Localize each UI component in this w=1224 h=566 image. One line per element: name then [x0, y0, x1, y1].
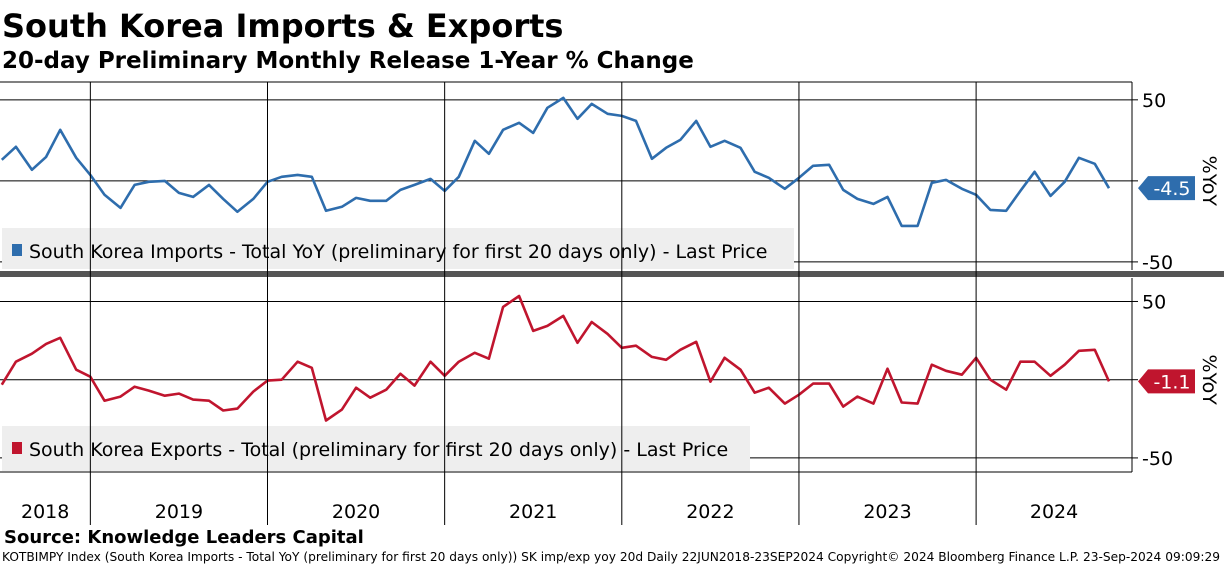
legend-box [2, 426, 750, 471]
last-value-tag [1138, 176, 1195, 201]
x-tick-label: 2020 [332, 501, 380, 523]
x-tick-label: 2018 [21, 501, 69, 523]
x-tick-label: 2024 [1030, 501, 1078, 523]
last-value-label: -1.1 [1153, 371, 1190, 393]
source: Source: Knowledge Leaders Capital [4, 527, 364, 548]
x-tick-label: 2019 [155, 501, 203, 523]
chart-subtitle: 20-day Preliminary Monthly Release 1-Yea… [2, 48, 694, 74]
last-value-label: -4.5 [1153, 178, 1190, 200]
y-axis-label: %YoY [1198, 355, 1220, 406]
x-tick-label: 2022 [686, 501, 734, 523]
plot-area [0, 294, 1111, 422]
x-tick-label: 2023 [863, 501, 911, 523]
legend-box [2, 228, 794, 269]
y-tick-label: 50 [1142, 90, 1166, 112]
legend-label: South Korea Imports - Total YoY (prelimi… [29, 241, 767, 263]
y-tick-label: -50 [1142, 252, 1173, 274]
legend-label: South Korea Exports - Total (preliminary… [29, 439, 728, 461]
series-line [0, 294, 1111, 422]
x-tick-label: 2021 [509, 501, 557, 523]
series-line [0, 96, 1111, 228]
footnote: KOTBIMPY Index (South Korea Imports - To… [2, 550, 1220, 564]
y-tick-label: -50 [1142, 448, 1173, 470]
y-axis-label: %YoY [1198, 156, 1220, 207]
legend-swatch [12, 244, 22, 256]
plot-area [0, 96, 1111, 228]
last-value-tag [1138, 369, 1195, 394]
y-tick-label: 50 [1142, 291, 1166, 313]
panel-separator [0, 271, 1224, 277]
chart-title: South Korea Imports & Exports [2, 7, 563, 45]
legend-swatch [12, 442, 22, 454]
